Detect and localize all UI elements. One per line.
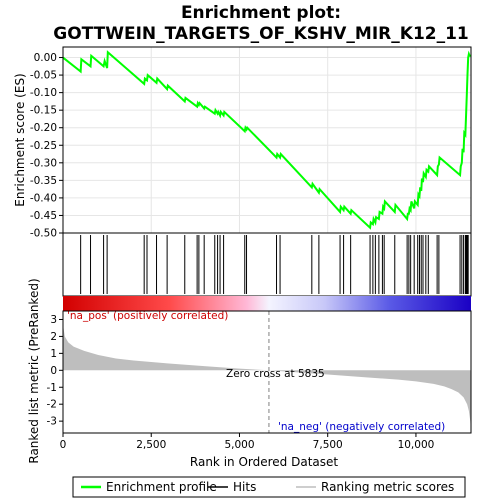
es-y-tick-label: 0.00 [34,52,57,64]
metric-y-tick-label: -2 [47,399,57,411]
x-axis: 0 2,500 5,000 7,500 10,000 [60,433,435,451]
es-y-tick-label: -0.10 [30,87,57,99]
rank-color-bar [63,296,471,311]
legend-label: Enrichment profile [106,480,217,494]
ranked-metric-panel: 3 2 1 0 -1 -2 -3 'na_pos' (positively correlat… [27,278,472,464]
legend-box [72,476,466,498]
hits-panel [62,232,472,297]
zero-cross-label: Zero cross at 5835 [226,368,325,380]
x-tick-label: 10,000 [398,439,435,451]
x-axis-label: Rank in Ordered Dataset [190,455,338,469]
es-y-tick-label: -0.15 [30,105,57,117]
legend-entries: Enrichment profile Hits Ranking metric sco… [81,480,454,494]
hits-panel-background [63,233,471,296]
legend-label: Hits [233,480,256,494]
x-tick-label: 2,500 [136,439,166,451]
na-neg-label: 'na_neg' (negatively correlated) [278,421,445,433]
metric-y-tick-label: 3 [50,314,57,326]
metric-y-tick-label: -1 [47,382,57,394]
es-y-tick-label: -0.05 [30,70,57,82]
es-y-tick-label: -0.35 [30,175,57,187]
metric-y-tick-label: -3 [47,416,57,428]
enrichment-score-panel: 0.00 -0.05 -0.10 -0.15 -0.20 -0.25 -0.30 -0.35 -… [13,46,472,240]
es-y-ticks: 0.00 -0.05 -0.10 -0.15 -0.20 -0.25 -0.30 -0.35 -… [30,52,63,240]
legend-label: Ranking metric scores [321,480,454,494]
metric-y-ticks: 3 2 1 0 -1 -2 -3 [47,314,63,428]
enrichment-profile-line [62,50,471,230]
es-y-tick-label: -0.45 [30,210,57,222]
hit-marks [80,235,469,294]
metric-y-tick-label: 0 [50,365,57,377]
x-tick-label: 5,000 [224,439,254,451]
chart-title-line1: Enrichment plot: [181,3,341,23]
metric-y-tick-label: 1 [50,348,57,360]
x-tick-label: 0 [60,439,67,451]
chart-title-line2: GOTTWEIN_TARGETS_OF_KSHV_MIR_K12_11 [53,24,469,44]
metric-panel-frame [62,310,472,434]
es-y-axis-label: Enrichment score (ES) [13,73,27,206]
x-tick-label: 7,500 [313,439,343,451]
es-y-tick-label: -0.25 [30,140,57,152]
es-y-tick-label: -0.50 [30,228,57,240]
es-y-tick-label: -0.30 [30,157,57,169]
es-panel-background [63,47,471,233]
es-y-tick-label: -0.40 [30,192,57,204]
metric-y-axis-label: Ranked list metric (PreRanked) [27,278,41,463]
es-y-tick-label: -0.20 [30,122,57,134]
ranking-metric-area [63,324,471,432]
metric-y-tick-label: 2 [50,331,57,343]
na-pos-label: 'na_pos' (positively correlated) [67,310,228,322]
legend: Enrichment profile Hits Ranking metric sco… [72,476,466,498]
